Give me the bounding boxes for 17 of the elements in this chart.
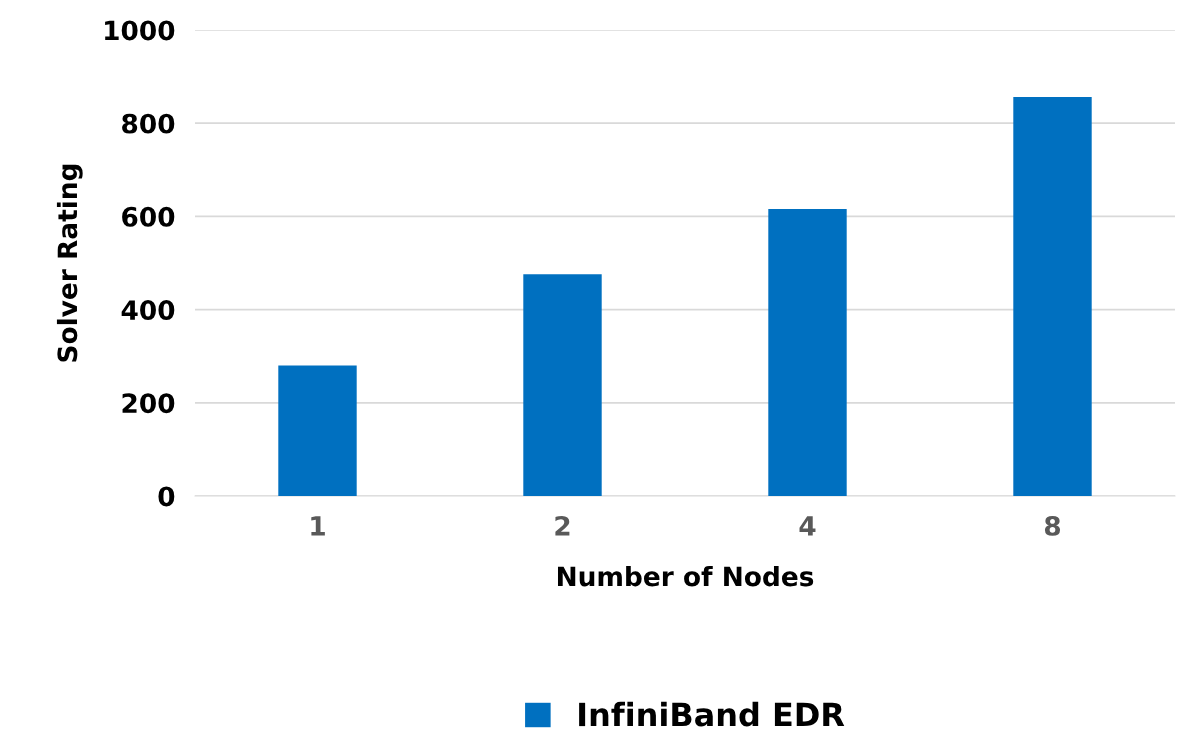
x-tick-label: 4 — [799, 516, 816, 536]
x-tick-label: 8 — [1044, 515, 1061, 536]
x-tick-label: 2 — [555, 515, 570, 536]
bar — [768, 208, 847, 496]
y-tick-label: 400 — [121, 300, 175, 320]
y-tick-label: 800 — [122, 113, 175, 134]
y-tick-label: 1000 — [105, 20, 175, 41]
x-axis-title: Number of Nodes — [558, 565, 814, 587]
y-tick-label: 600 — [122, 206, 175, 227]
bar — [523, 274, 602, 496]
y-tick-label: 200 — [122, 393, 175, 414]
x-tick-label: 1 — [311, 516, 325, 536]
y-tick-label: 0 — [158, 486, 175, 507]
legend-label: InfiniBand EDR — [579, 701, 845, 727]
y-axis-title: Solver Rating — [56, 164, 83, 362]
bar — [1013, 97, 1092, 496]
bar — [278, 365, 357, 496]
